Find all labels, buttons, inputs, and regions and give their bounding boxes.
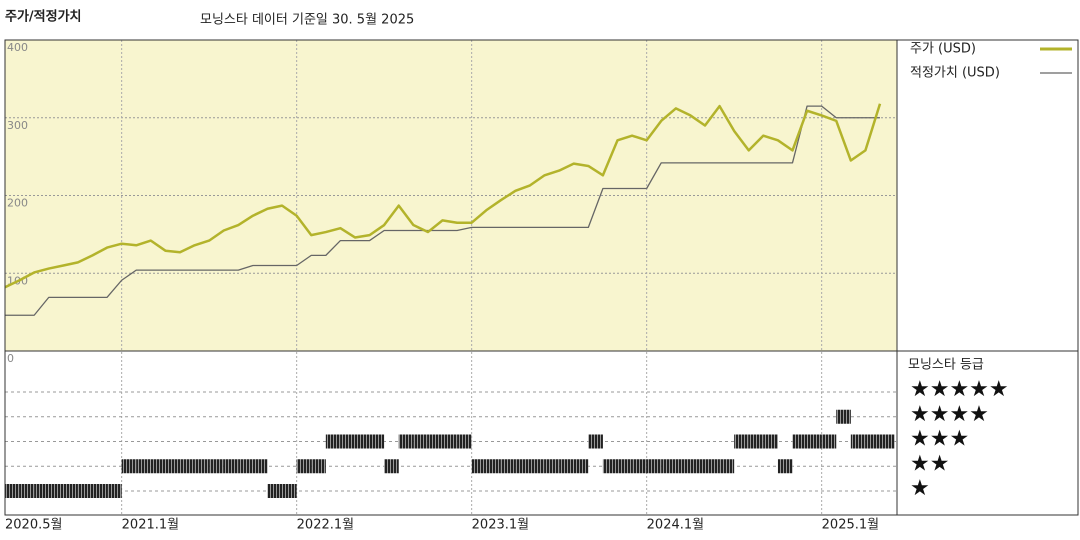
rating-bar xyxy=(48,484,64,498)
rating-bar xyxy=(19,484,35,498)
rating-bar xyxy=(427,434,443,449)
rating-bar xyxy=(267,484,283,498)
rating-bar xyxy=(252,459,268,474)
chart-title: 주가/적정가치 xyxy=(5,9,82,25)
rating-bar xyxy=(821,434,837,449)
rating-bar xyxy=(296,459,312,474)
x-tick-label: 2023.1월 xyxy=(472,518,529,533)
rating-bar xyxy=(150,459,166,474)
rating-bar xyxy=(34,484,49,498)
rating-level-label: ★★★★ xyxy=(910,402,989,427)
y-tick-label: 0 xyxy=(7,352,14,365)
rating-bar xyxy=(5,484,20,498)
rating-bar xyxy=(355,434,370,449)
rating-bar xyxy=(559,459,574,474)
x-tick-label: 2021.1월 xyxy=(122,518,179,533)
rating-bar xyxy=(807,434,822,449)
rating-bar xyxy=(850,434,866,449)
rating-bar xyxy=(632,459,647,474)
rating-bar xyxy=(617,459,633,474)
rating-bar xyxy=(573,459,589,474)
rating-level-label: ★★★ xyxy=(910,427,969,452)
y-tick-label: 400 xyxy=(7,41,28,54)
rating-bar xyxy=(136,459,151,474)
rating-bar xyxy=(165,459,180,474)
rating-bar xyxy=(398,434,414,449)
rating-bar xyxy=(325,434,341,449)
rating-bar xyxy=(544,459,560,474)
rating-bar xyxy=(384,459,399,474)
rating-bar xyxy=(705,459,720,474)
rating-level-label: ★★★★★ xyxy=(910,377,1009,402)
rating-level-label: ★★ xyxy=(910,451,949,476)
rating-bar xyxy=(223,459,239,474)
x-tick-label: 2024.1월 xyxy=(647,518,704,533)
chart-subtitle: 모닝스타 데이터 기준일 30. 5월 2025 xyxy=(200,13,414,28)
x-tick-label: 2022.1월 xyxy=(297,518,354,533)
rating-bar xyxy=(77,484,93,498)
rating-bar xyxy=(646,459,662,474)
rating-bar xyxy=(661,459,676,474)
rating-bar xyxy=(777,459,793,474)
rating-bar xyxy=(311,459,326,474)
rating-bar xyxy=(92,484,108,498)
rating-bar xyxy=(865,434,880,449)
rating-bar xyxy=(515,459,530,474)
series-line xyxy=(5,105,880,316)
rating-bar xyxy=(880,434,895,449)
rating-bar xyxy=(471,459,487,474)
rating-bar xyxy=(486,459,501,474)
rating-bar xyxy=(442,434,458,449)
rating-level-label: ★ xyxy=(910,476,930,501)
rating-bar xyxy=(763,434,778,449)
rating-bar xyxy=(282,484,297,498)
rating-bar xyxy=(121,459,137,474)
rating-bar xyxy=(588,434,603,449)
rating-bar xyxy=(107,484,122,498)
series-line xyxy=(4,103,882,289)
rating-bar xyxy=(675,459,691,474)
rating-bar xyxy=(602,459,618,474)
rating-bar xyxy=(209,459,224,474)
rating-bar xyxy=(238,459,253,474)
legend-label: 적정가치 (USD) xyxy=(910,66,1000,81)
legend-label: 주가 (USD) xyxy=(910,42,976,57)
rating-bar xyxy=(836,409,851,424)
rating-bar xyxy=(719,459,735,474)
rating-title: 모닝스타 등급 xyxy=(908,358,984,373)
frame xyxy=(4,39,1079,516)
rating-bar xyxy=(690,459,705,474)
rating-bar xyxy=(748,434,764,449)
rating-bar xyxy=(194,459,210,474)
x-tick-label: 2025.1월 xyxy=(822,518,879,533)
rating-bar xyxy=(792,434,808,449)
rating-bar xyxy=(530,459,545,474)
y-tick-label: 200 xyxy=(7,197,28,210)
rating-bar xyxy=(180,459,195,474)
rating-bar xyxy=(63,484,78,498)
x-tick-label: 2020.5월 xyxy=(5,518,62,533)
y-tick-label: 300 xyxy=(7,119,28,132)
rating-bar xyxy=(369,434,385,449)
rating-bar xyxy=(340,434,355,449)
rating-bar xyxy=(413,434,428,449)
rating-bar xyxy=(734,434,749,449)
rating-bar xyxy=(500,459,516,474)
rating-bar xyxy=(457,434,472,449)
